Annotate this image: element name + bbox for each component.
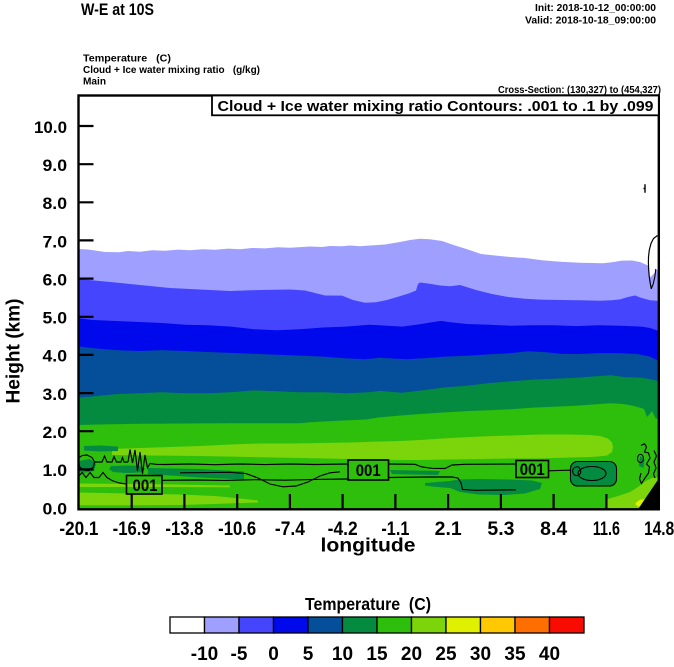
svg-text:Cloud + Ice water mixing ratio: Cloud + Ice water mixing ratio (g/kg)	[83, 64, 260, 76]
svg-text:-10: -10	[191, 644, 218, 665]
svg-text:Valid: 2018-10-18_09:00:00: Valid: 2018-10-18_09:00:00	[525, 15, 656, 27]
svg-text:-4.2: -4.2	[328, 518, 358, 540]
svg-text:001: 001	[356, 461, 381, 480]
svg-text:longitude: longitude	[321, 535, 416, 557]
svg-text:001: 001	[133, 476, 158, 495]
svg-text:14.8: 14.8	[644, 518, 674, 540]
svg-text:Cloud + Ice water mixing ratio: Cloud + Ice water mixing ratio Contours:…	[218, 99, 654, 115]
svg-text:Init: 2018-10-12_00:00:00: Init: 2018-10-12_00:00:00	[535, 2, 656, 14]
svg-text:30: 30	[470, 644, 491, 665]
svg-text:3.0: 3.0	[43, 385, 68, 404]
svg-text:15: 15	[366, 644, 388, 665]
svg-text:-10.6: -10.6	[218, 518, 256, 540]
svg-text:5.0: 5.0	[43, 309, 68, 328]
svg-text:4.0: 4.0	[43, 347, 68, 366]
svg-text:0: 0	[268, 644, 279, 665]
svg-text:1.0: 1.0	[43, 461, 68, 480]
svg-text:11.6: 11.6	[593, 518, 620, 540]
svg-text:25: 25	[435, 644, 457, 665]
svg-text:-7.4: -7.4	[275, 518, 305, 540]
svg-text:2.0: 2.0	[43, 423, 68, 442]
svg-text:5.3: 5.3	[487, 518, 514, 540]
svg-text:-20.1: -20.1	[59, 518, 98, 540]
svg-text:Height (km): Height (km)	[4, 299, 25, 404]
svg-text:10: 10	[332, 644, 353, 665]
svg-text:10.0: 10.0	[34, 118, 67, 137]
svg-text:Temperature (C): Temperature (C)	[83, 53, 171, 65]
svg-text:7.0: 7.0	[43, 232, 68, 251]
svg-text:20: 20	[401, 644, 422, 665]
svg-text:2.1: 2.1	[435, 518, 462, 540]
svg-text:-16.9: -16.9	[113, 518, 151, 540]
svg-text:8.4: 8.4	[540, 518, 567, 540]
svg-text:-5: -5	[231, 644, 248, 665]
svg-text:9.0: 9.0	[43, 156, 68, 175]
svg-text:35: 35	[504, 644, 526, 665]
svg-text:5: 5	[303, 644, 314, 665]
svg-text:6.0: 6.0	[43, 270, 68, 289]
svg-text:Temperature (C): Temperature (C)	[305, 594, 431, 614]
svg-text:-1.1: -1.1	[381, 518, 409, 540]
svg-text:8.0: 8.0	[43, 194, 68, 213]
svg-text:W-E at 10S: W-E at 10S	[81, 1, 154, 19]
svg-text:Main: Main	[83, 76, 106, 88]
svg-text:0.0: 0.0	[43, 499, 68, 518]
svg-text:001: 001	[520, 460, 545, 479]
svg-text:-13.8: -13.8	[165, 518, 203, 540]
svg-text:40: 40	[539, 644, 560, 665]
svg-text:Cross-Section: (130,327) to (4: Cross-Section: (130,327) to (454,327)	[498, 85, 661, 96]
